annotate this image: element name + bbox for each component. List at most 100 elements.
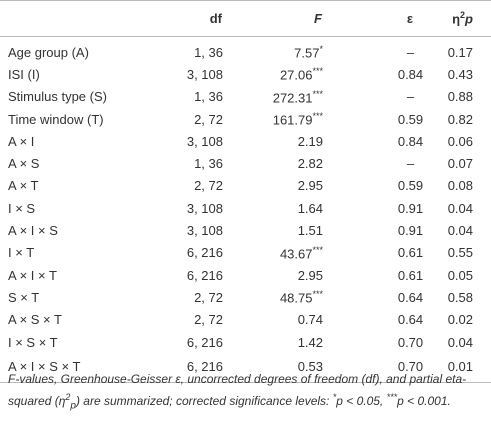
effect-cell: A × I [8, 133, 35, 149]
header-text: ε [406, 11, 414, 26]
eta-cell: 0.01 [446, 353, 491, 384]
effect-cell: I × S [8, 200, 36, 216]
eps-cell: 0.84 [397, 133, 424, 149]
df-cell: 3, 108 [186, 133, 223, 149]
significance: *** [312, 66, 323, 77]
f-cell: 0.53 [223, 353, 323, 384]
eps-cell: 0.70 [323, 353, 446, 384]
footnote-text: p < 0.05, [336, 394, 387, 408]
eta-cell: 0.82 [447, 111, 473, 127]
header-row: df F ε η2p [0, 0, 491, 37]
effect-cell: A × I × T [8, 267, 57, 283]
footnote: F-values, Greenhouse-Geisser ε, uncorrec… [8, 370, 483, 415]
effect-cell: A × S [8, 156, 40, 172]
f-value: 1.51 [297, 223, 323, 239]
significance: * [319, 43, 323, 54]
effect-cell: ISI (I) [8, 66, 40, 82]
header-sup: 2 [460, 10, 466, 21]
header-text: df [209, 11, 222, 26]
significance: *** [312, 289, 323, 300]
header-df: df [169, 0, 223, 37]
f-cell: 43.67*** [223, 242, 323, 264]
f-value: 0.53 [297, 358, 323, 374]
f-cell: 272.31*** [223, 86, 323, 108]
df-cell: 2, 72 [194, 178, 223, 194]
f-value: 272.31 [272, 89, 313, 105]
eps-cell: 0.64 [397, 289, 424, 305]
effect-cell: I × S × T [8, 334, 58, 350]
f-cell: 1.64 [223, 197, 323, 219]
f-cell: 161.79*** [223, 108, 323, 130]
table-row: A × I × T 6, 216 2.95 0.61 0.05 [0, 264, 491, 286]
eta-cell: 0.08 [447, 178, 473, 194]
eps-cell: 0.59 [397, 178, 424, 194]
f-value: 1.64 [297, 200, 323, 216]
eps-cell: 0.70 [397, 334, 424, 350]
f-value: 1.42 [297, 334, 323, 350]
f-value: 43.67 [279, 245, 313, 261]
eta-cell: 0.55 [447, 245, 473, 261]
f-cell: 7.57* [223, 37, 323, 64]
footnote-text: p [70, 400, 76, 412]
effect-cell: A × I × S [8, 223, 58, 239]
eta-cell: 0.17 [447, 44, 473, 60]
eta-cell: 0.88 [447, 89, 473, 105]
df-cell: 1, 36 [194, 44, 223, 60]
f-cell: 0.74 [223, 309, 323, 331]
footnote-text: ) are summarized; corrected significance… [75, 394, 333, 408]
f-value: 27.06 [279, 67, 313, 83]
eta-cell: 0.02 [447, 312, 473, 328]
table-row: I × T 6, 216 43.67*** 0.61 0.55 [0, 242, 491, 264]
significance: *** [312, 244, 323, 255]
table-row: A × S × T 2, 72 0.74 0.64 0.02 [0, 309, 491, 331]
footnote-text: 2 [65, 392, 71, 402]
df-cell: 6, 216 [186, 334, 223, 350]
eps-cell: – [406, 44, 415, 60]
table-row: A × I × S 3, 108 1.51 0.91 0.04 [0, 219, 491, 241]
table-row: A × T 2, 72 2.95 0.59 0.08 [0, 175, 491, 197]
df-cell: 2, 72 [194, 111, 223, 127]
eta-cell: 0.04 [447, 200, 473, 216]
anova-table: df F ε η2p Age group (A) 1, 36 7.57* –0.17 I… [0, 0, 491, 384]
header-sub: p [465, 11, 473, 27]
f-value: 7.57 [294, 45, 320, 61]
df-cell: 2, 72 [194, 289, 223, 305]
header-f: F [223, 0, 323, 37]
df-cell: 1, 36 [194, 89, 223, 105]
header-text: F [314, 11, 322, 26]
eps-cell: 0.61 [397, 267, 424, 283]
df-cell: 3, 108 [186, 223, 223, 239]
f-cell: 2.82 [223, 152, 323, 174]
eps-cell: 0.91 [397, 200, 424, 216]
eta-cell: 0.07 [447, 156, 473, 172]
eta-cell: 0.04 [447, 223, 473, 239]
df-cell: 2, 72 [194, 312, 223, 328]
header-text: η [452, 11, 461, 27]
f-value: 2.19 [297, 133, 323, 149]
eps-cell: 0.61 [397, 245, 424, 261]
table-row: I × S × T 6, 216 1.42 0.70 0.04 [0, 331, 491, 353]
effect-cell: Age group (A) [8, 44, 89, 60]
f-cell: 2.95 [223, 264, 323, 286]
eps-cell: 0.59 [397, 111, 424, 127]
eta-cell: 0.06 [447, 133, 473, 149]
table-row: S × T 2, 72 48.75*** 0.64 0.58 [0, 286, 491, 308]
f-cell: 48.75*** [223, 286, 323, 308]
f-value: 0.74 [297, 312, 323, 328]
eps-cell: 0.91 [397, 223, 424, 239]
df-cell: 3, 108 [186, 66, 223, 82]
eps-cell: 0.84 [397, 66, 424, 82]
eps-cell: – [406, 156, 415, 172]
effect-cell: I × T [8, 245, 35, 261]
table-row: ISI (I) 3, 108 27.06*** 0.84 0.43 [0, 63, 491, 85]
eps-cell: – [406, 89, 415, 105]
f-value: 2.95 [297, 178, 323, 194]
header-eps: ε [323, 0, 446, 37]
eta-cell: 0.43 [447, 66, 473, 82]
table-body: Age group (A) 1, 36 7.57* –0.17 ISI (I) 3, 10… [0, 37, 491, 384]
footnote-text: * [332, 392, 337, 402]
eta-cell: 0.04 [447, 334, 473, 350]
effect-cell: Time window (T) [8, 111, 104, 127]
f-cell: 1.42 [223, 331, 323, 353]
